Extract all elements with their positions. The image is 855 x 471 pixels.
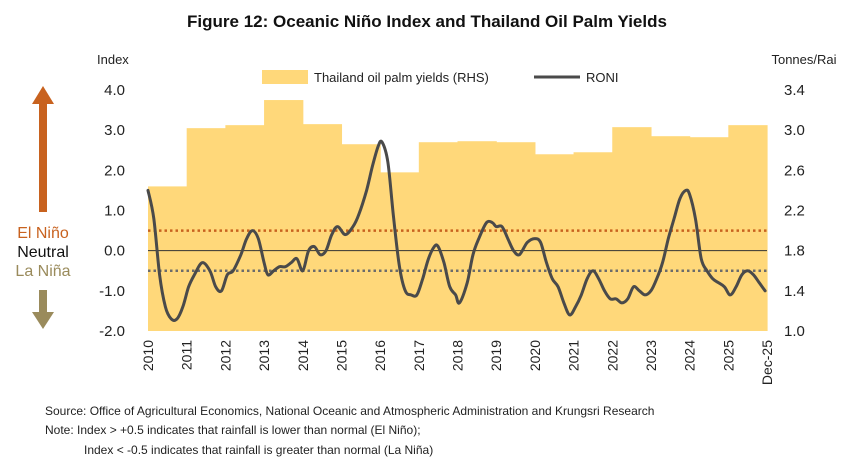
- roni-line-series: [146, 139, 767, 322]
- x-tick-label: 2018: [450, 340, 466, 371]
- la-nina-label: La Niña: [15, 263, 70, 280]
- left-tick-label: 4.0: [104, 82, 125, 99]
- la-nina-arrow-head: [32, 312, 54, 329]
- legend-label-roni: RONI: [586, 70, 619, 85]
- yield-bar-2010: [148, 186, 188, 331]
- x-tick-label: 2024: [682, 340, 698, 371]
- x-tick-label: 2020: [527, 340, 543, 371]
- yields-area-series: [148, 100, 768, 332]
- x-tick-label: 2011: [179, 340, 195, 370]
- el-nino-label: El Niño: [17, 225, 69, 242]
- right-tick-label: 1.0: [784, 323, 805, 340]
- right-tick-label: 2.6: [784, 162, 805, 179]
- yield-bar-2022: [612, 127, 652, 331]
- left-tick-label: 1.0: [104, 203, 125, 220]
- x-tick-label: Dec-25: [759, 340, 775, 385]
- x-tick-label: 2010: [140, 340, 156, 371]
- chart-title: Figure 12: Oceanic Niño Index and Thaila…: [187, 12, 667, 31]
- yield-bar-2017: [418, 142, 459, 331]
- right-tick-label: 2.2: [784, 203, 805, 220]
- yield-bar-2016: [380, 172, 420, 331]
- legend-swatch-yields: [262, 70, 308, 84]
- left-axis-label: Index: [97, 52, 129, 67]
- el-nino-arrow-head: [32, 86, 54, 104]
- yield-bar-2025: [728, 125, 768, 331]
- yield-bar-2013: [264, 100, 304, 332]
- x-tick-label: 2015: [333, 340, 349, 371]
- yield-bar-2019: [496, 142, 536, 331]
- right-axis-ticks: 3.4 3.0 2.6 2.2 1.8 1.4 1.0: [784, 82, 805, 340]
- right-tick-label: 1.8: [784, 243, 805, 260]
- yield-bar-2021: [573, 152, 613, 331]
- yield-bar-2015: [341, 144, 381, 331]
- neutral-label: Neutral: [17, 244, 69, 261]
- yield-bar-2012: [225, 125, 265, 331]
- right-axis-label: Tonnes/Rai: [771, 52, 836, 67]
- note-line-1: Note: Index > +0.5 indicates that rainfa…: [45, 423, 421, 437]
- legend-label-yields: Thailand oil palm yields (RHS): [314, 70, 489, 85]
- left-tick-label: -2.0: [99, 323, 125, 340]
- left-axis-ticks: 4.0 3.0 2.0 1.0 0.0 -1.0 -2.0: [99, 82, 125, 340]
- right-tick-label: 3.4: [784, 82, 805, 99]
- left-tick-label: 3.0: [104, 122, 125, 139]
- legend: Thailand oil palm yields (RHS) RONI: [262, 70, 619, 85]
- threshold-lines: [148, 229, 767, 272]
- x-tick-label: 2016: [372, 340, 388, 371]
- source-note: Source: Office of Agricultural Economics…: [45, 404, 655, 418]
- enso-indicator: El Niño Neutral La Niña: [15, 86, 71, 329]
- roni-line: [146, 139, 767, 322]
- x-tick-label: 2023: [643, 340, 659, 371]
- left-tick-label: 0.0: [104, 243, 125, 260]
- yield-bar-2018: [457, 141, 497, 331]
- left-tick-label: -1.0: [99, 283, 125, 300]
- x-tick-label: 2012: [217, 340, 233, 371]
- x-tick-label: 2022: [604, 340, 620, 371]
- x-axis-ticks: 2010 2011 2012 2013 2014 2015 2016 2017 2018 2019…: [140, 340, 775, 385]
- right-tick-label: 1.4: [784, 283, 805, 300]
- right-tick-label: 3.0: [784, 122, 805, 139]
- x-tick-label: 2013: [256, 340, 272, 371]
- note-line-2: Index < -0.5 indicates that rainfall is …: [84, 443, 434, 457]
- yield-bar-2024: [689, 137, 729, 331]
- x-tick-label: 2014: [295, 340, 311, 371]
- x-tick-label: 2017: [411, 340, 427, 371]
- x-tick-label: 2021: [566, 340, 582, 371]
- left-tick-label: 2.0: [104, 162, 125, 179]
- x-tick-label: 2019: [488, 340, 504, 371]
- x-tick-label: 2025: [720, 340, 736, 371]
